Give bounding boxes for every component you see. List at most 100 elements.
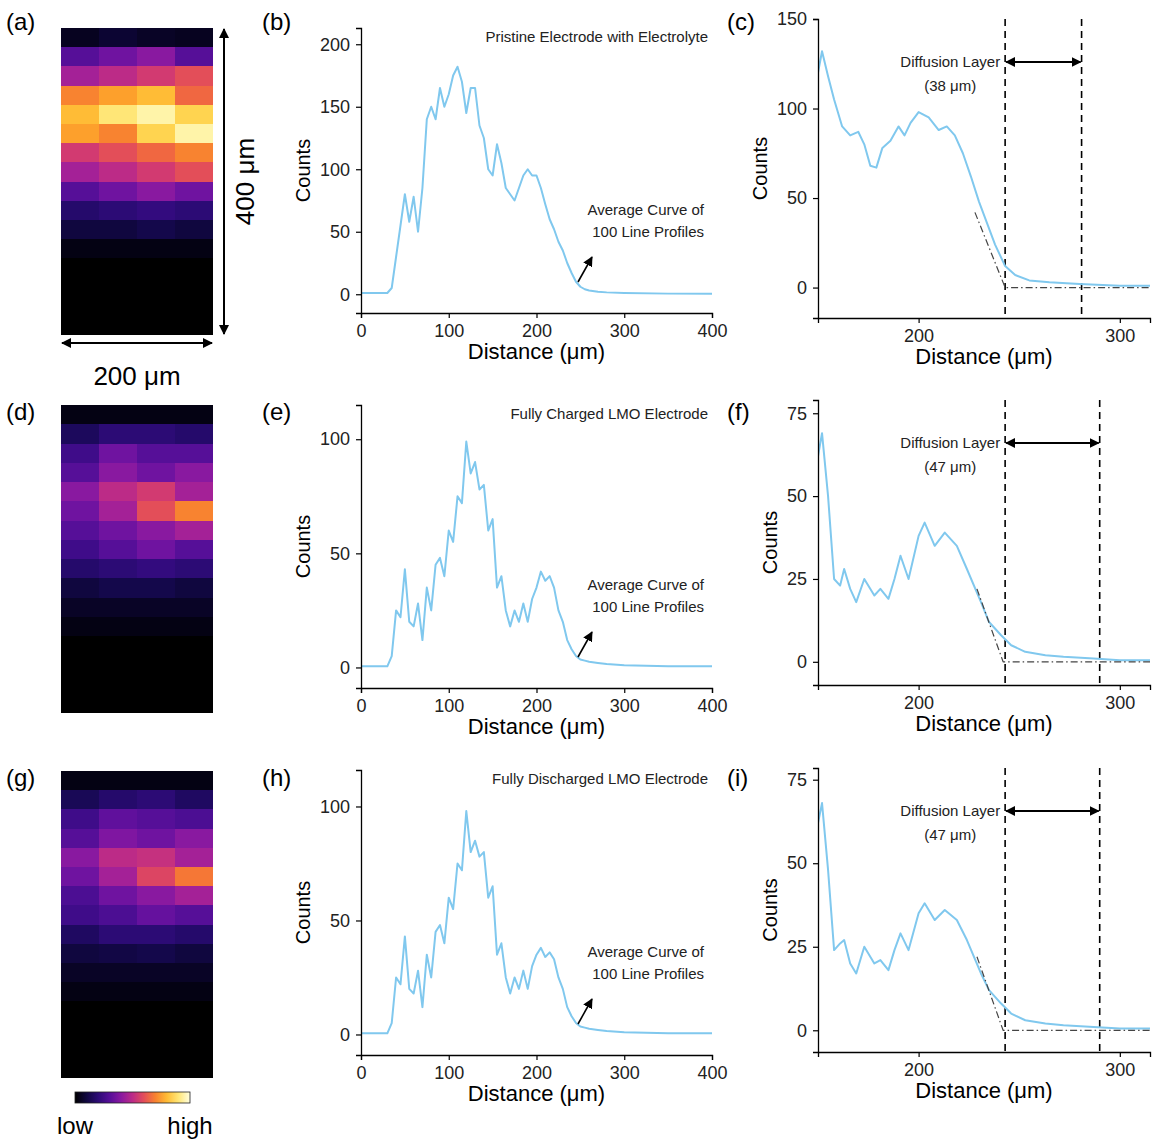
heatmap-cell: [175, 297, 213, 317]
heatmap-cell: [99, 1059, 138, 1078]
series-group: [818, 51, 1150, 287]
yticks-axis: 050100150: [777, 9, 819, 318]
tick-label: 25: [787, 937, 807, 957]
yticks-axis: 050100150200: [320, 29, 362, 314]
tick-label: 50: [330, 544, 350, 564]
heatmap-cell: [137, 258, 176, 278]
heatmap-cell: [175, 790, 213, 810]
heatmap-cell: [175, 925, 213, 945]
x-axis-title: Distance (μm): [468, 339, 605, 364]
diffusion-label: Diffusion Layer: [900, 802, 1000, 819]
tick-label: 100: [434, 696, 464, 716]
tick: 300: [1105, 318, 1135, 346]
heatmap-cell: [99, 182, 138, 202]
heatmap-cell: [175, 559, 213, 579]
heatmap-cell: [175, 143, 213, 163]
heatmap-cell: [175, 578, 213, 598]
heatmap-cell: [99, 316, 138, 335]
heatmap-cell: [61, 1040, 100, 1060]
heatmap-cell: [61, 501, 100, 521]
heatmap-cell: [175, 105, 213, 125]
heatmap-cell: [61, 694, 100, 713]
heatmap-cell: [99, 905, 138, 925]
heatmap-cell: [61, 944, 100, 964]
panel-label: (i): [727, 764, 748, 791]
xticks-axis: 200300: [819, 1052, 1151, 1080]
series-group: [818, 803, 1150, 1030]
tick-mark: [356, 1034, 361, 1035]
xticks-axis-line: [819, 1053, 1151, 1058]
tick-label: 100: [320, 160, 350, 180]
heatmap-cell: [175, 424, 213, 444]
diffusion-arrow: [1006, 810, 1099, 812]
heatmap-cell: [175, 540, 213, 560]
heatmap-cell: [61, 143, 100, 163]
heatmap-cells: [61, 28, 213, 335]
line-panel: Diffusion Layer(47 μm)2003000255075Dista…: [759, 400, 1151, 736]
tick-mark: [449, 1055, 450, 1060]
heatmap-cell: [175, 636, 213, 656]
heatmap-cell: [137, 1059, 176, 1078]
heatmap-cell: [175, 162, 213, 182]
tick: 100: [320, 160, 361, 180]
heatmap-cell: [61, 277, 100, 297]
heatmap-cell: [137, 867, 176, 887]
tick-mark: [356, 44, 361, 45]
tick-mark: [1120, 318, 1121, 323]
tick-mark: [536, 688, 537, 693]
heatmap-cell: [99, 86, 138, 106]
tick: 25: [787, 569, 818, 589]
tick-mark: [356, 920, 361, 921]
heatmap-cell: [175, 28, 213, 48]
diffusion-label: Diffusion Layer: [900, 434, 1000, 451]
heatmap-cell: [175, 867, 213, 887]
heatmap-cell: [99, 220, 138, 240]
heatmap-cell: [61, 316, 100, 335]
heatmap-cell: [137, 143, 176, 163]
heatmap-cell: [61, 220, 100, 240]
heatmap-cell: [137, 540, 176, 560]
heatmap-cell: [99, 559, 138, 579]
heatmap-cell: [137, 617, 176, 637]
heatmap-cell: [175, 1020, 213, 1040]
heatmap-cell: [175, 521, 213, 541]
heatmap-cell: [175, 482, 213, 502]
heatmap-cell: [137, 220, 176, 240]
heatmap-cell: [61, 636, 100, 656]
tick-label: 300: [610, 321, 640, 341]
heatmap-cell: [137, 925, 176, 945]
heatmap-cell: [61, 925, 100, 945]
tick-label: 75: [787, 404, 807, 424]
heatmap-cell: [99, 258, 138, 278]
heatmap-cell: [99, 886, 138, 906]
heatmap-cell: [61, 655, 100, 675]
tick: 400: [697, 313, 727, 341]
tick-label: 100: [320, 429, 350, 449]
heatmap-cell: [61, 771, 100, 791]
diffusion-layer: Diffusion Layer(38 μm): [900, 19, 1081, 318]
heatmap-cell: [137, 182, 176, 202]
heatmap-cell: [61, 66, 100, 86]
heatmap-cell: [137, 790, 176, 810]
tick-mark: [1120, 685, 1121, 690]
heatmap-cell: [175, 86, 213, 106]
heatmap-cell: [137, 124, 176, 144]
heatmap-cell: [137, 201, 176, 221]
heatmap-cell: [61, 867, 100, 887]
line-panel: Diffusion Layer(47 μm)2003000255075Dista…: [759, 768, 1151, 1103]
heatmap-cell: [61, 1020, 100, 1040]
tick: 400: [697, 688, 727, 716]
tick: 200: [522, 313, 552, 341]
tick-mark: [813, 863, 818, 864]
heatmap-cell: [99, 521, 138, 541]
tick-mark: [813, 496, 818, 497]
line-panel: 0100200300400050100150200Distance (μm)Co…: [292, 28, 728, 364]
heatmap-cell: [99, 277, 138, 297]
heatmap-cell: [99, 790, 138, 810]
tick: 50: [330, 911, 361, 931]
tick-label: 200: [904, 693, 934, 713]
tick-mark: [356, 294, 361, 295]
heatmap-panel: lowhigh: [57, 771, 214, 1139]
heatmap-cell: [175, 694, 213, 713]
panel-label: (a): [6, 8, 35, 35]
